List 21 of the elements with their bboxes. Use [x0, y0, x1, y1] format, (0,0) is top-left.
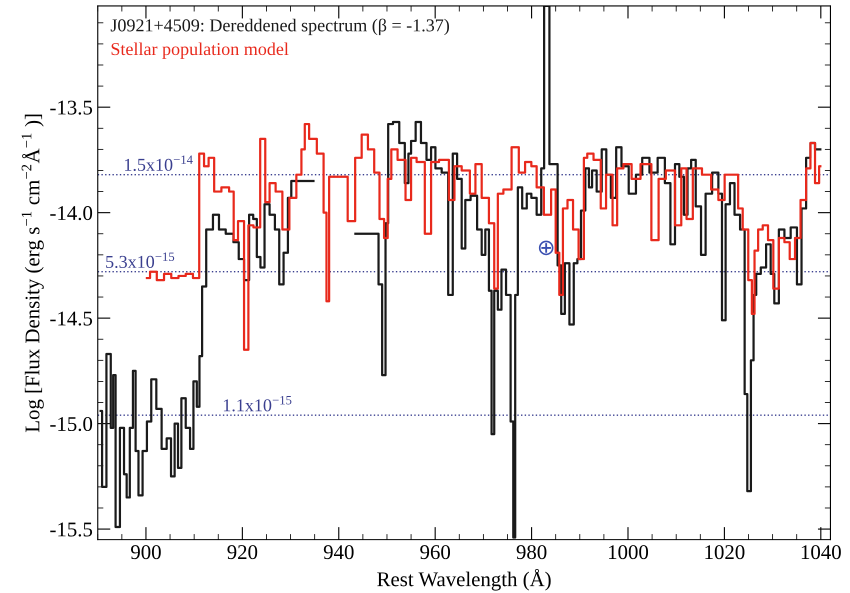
y-tick-label: -15.5 [50, 522, 92, 537]
ref-line-label: 5.3x10$^{−15}$ [106, 252, 174, 268]
y-tick-label: -15.0 [50, 416, 92, 432]
ref-line-label: 1.1x10$^{−15}$ [224, 396, 292, 412]
x-tick-label: 980 [516, 545, 546, 560]
x-tick-label: 920 [227, 545, 258, 560]
annotation: ⊕ [538, 240, 554, 256]
x-tick-label: 1040 [802, 545, 841, 560]
ref-line-label: 1.5x10$^{−14}$ [124, 155, 193, 172]
text: J0921+4509: Dereddened spectrum (β = -1.37) [110, 18, 450, 36]
y-tick-label: -14.5 [50, 312, 92, 326]
x-tick-label: 900 [131, 545, 161, 560]
y-axis-title: Log [Flux Density (erg s$^{−1}$ cm$^{−2}$Å$^{−1}$ )] [22, 114, 44, 432]
x-tick-label: 1020 [705, 545, 744, 560]
x-axis-title: Rest Wavelength (Å) [377, 568, 551, 591]
text: Stellar population model [112, 42, 289, 59]
x-tick-label: 1000 [608, 545, 648, 560]
y-tick-label: -14.0 [50, 206, 92, 220]
x-tick-label: 940 [324, 545, 354, 560]
x-tick-label: 960 [420, 545, 450, 560]
y-tick-label: -13.5 [50, 100, 92, 115]
